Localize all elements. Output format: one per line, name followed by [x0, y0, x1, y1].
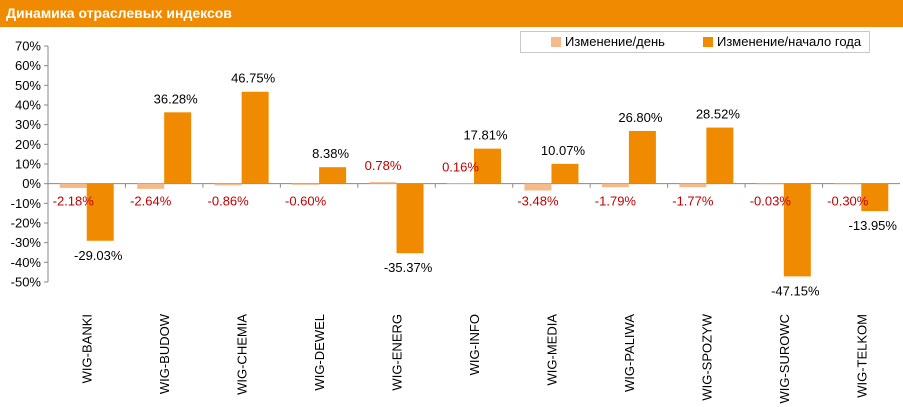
y-tick-label: 20% — [15, 137, 41, 152]
data-label-year: -47.15% — [771, 283, 820, 298]
x-category-label: WIG-PALIWA — [622, 314, 637, 392]
data-label-year: 28.52% — [696, 107, 741, 122]
x-category-label: WIG-ENERG — [390, 314, 405, 391]
y-tick-label: -30% — [11, 235, 42, 250]
bar-day-wig-info — [447, 183, 474, 184]
data-label-year: -29.03% — [74, 248, 123, 263]
data-label-year: 17.81% — [463, 128, 508, 143]
x-category-label: WIG-BANKI — [80, 314, 95, 383]
data-label-year: 46.75% — [231, 71, 276, 86]
x-category-label: WIG-DEWEL — [312, 314, 327, 391]
bar-day-wig-budow — [137, 183, 165, 189]
data-label-day: -0.30% — [827, 194, 869, 209]
bar-year-wig-energ — [396, 183, 424, 254]
x-category-label: WIG-TELKOM — [854, 314, 869, 398]
data-label-day: 0.78% — [365, 158, 402, 173]
data-label-day: -0.60% — [285, 194, 327, 209]
y-tick-label: -10% — [11, 196, 42, 211]
y-tick-label: 70% — [15, 39, 41, 54]
y-tick-label: -50% — [11, 275, 42, 290]
data-label-day: -2.18% — [53, 194, 95, 209]
legend-label-day: Изменение/день — [565, 34, 665, 49]
legend-swatch-day — [551, 37, 561, 47]
x-category-label: WIG-SPOZYW — [699, 313, 714, 400]
legend-label-year: Изменение/начало года — [717, 34, 862, 49]
y-tick-label: 50% — [15, 78, 41, 93]
data-label-year: -35.37% — [384, 260, 433, 275]
bar-day-wig-telkom — [834, 183, 862, 185]
data-label-day: -1.79% — [595, 194, 637, 209]
bar-year-wig-dewel — [319, 167, 347, 184]
bar-year-wig-budow — [164, 112, 192, 184]
bar-day-wig-energ — [369, 182, 397, 184]
bar-day-wig-chemia — [214, 183, 242, 186]
data-label-year: 26.80% — [618, 110, 663, 125]
y-tick-label: 10% — [15, 157, 41, 172]
data-label-year: 8.38% — [312, 146, 349, 161]
y-tick-label: 0% — [22, 176, 41, 191]
data-label-day: -3.48% — [517, 194, 559, 209]
chart-header: Динамика отраслевых индексов — [0, 0, 903, 27]
data-label-day: 0.16% — [442, 159, 479, 174]
data-label-year: 10.07% — [541, 143, 586, 158]
y-tick-label: 60% — [15, 58, 41, 73]
data-label-day: -0.03% — [750, 194, 792, 209]
bar-year-wig-surowc — [783, 183, 811, 277]
legend-swatch-year — [703, 37, 713, 47]
x-category-label: WIG-BUDOW — [157, 313, 172, 394]
bar-day-wig-dewel — [292, 183, 320, 185]
data-label-day: -2.64% — [130, 194, 172, 209]
bar-day-wig-spozyw — [679, 183, 707, 188]
data-label-year: 36.28% — [154, 91, 199, 106]
y-tick-label: 40% — [15, 98, 41, 113]
bar-year-wig-spozyw — [706, 127, 734, 184]
chart-title: Динамика отраслевых индексов — [6, 5, 232, 21]
bar-year-wig-banki — [86, 183, 114, 241]
x-category-label: WIG-CHEMIA — [235, 314, 250, 395]
bar-chart: 70% 60% 50% 40% 30% 20% 10% 0% -10% -20% -30% -40% -… — [11, 39, 900, 404]
bar-year-wig-paliwa — [628, 130, 656, 184]
bar-year-wig-telkom — [861, 183, 889, 212]
data-label-day: -0.86% — [208, 194, 250, 209]
bar-day-wig-paliwa — [601, 183, 629, 188]
y-tick-label: 30% — [15, 117, 41, 132]
data-label-year: -13.95% — [849, 218, 898, 233]
x-category-label: WIG-INFO — [467, 314, 482, 375]
bar-day-wig-media — [524, 183, 552, 191]
data-label-day: -1.77% — [672, 194, 714, 209]
bar-year-wig-chemia — [241, 91, 269, 184]
bar-day-wig-surowc — [756, 183, 784, 185]
y-tick-label: -40% — [11, 255, 42, 270]
chart-legend: Изменение/день Изменение/начало года — [520, 31, 870, 53]
bar-year-wig-info — [474, 148, 501, 184]
x-category-label: WIG-MEDIA — [544, 314, 559, 386]
bar-day-wig-banki — [59, 183, 87, 188]
y-tick-label: -20% — [11, 216, 42, 231]
x-category-label: WIG-SUROWC — [777, 314, 792, 404]
bar-year-wig-media — [551, 163, 579, 184]
